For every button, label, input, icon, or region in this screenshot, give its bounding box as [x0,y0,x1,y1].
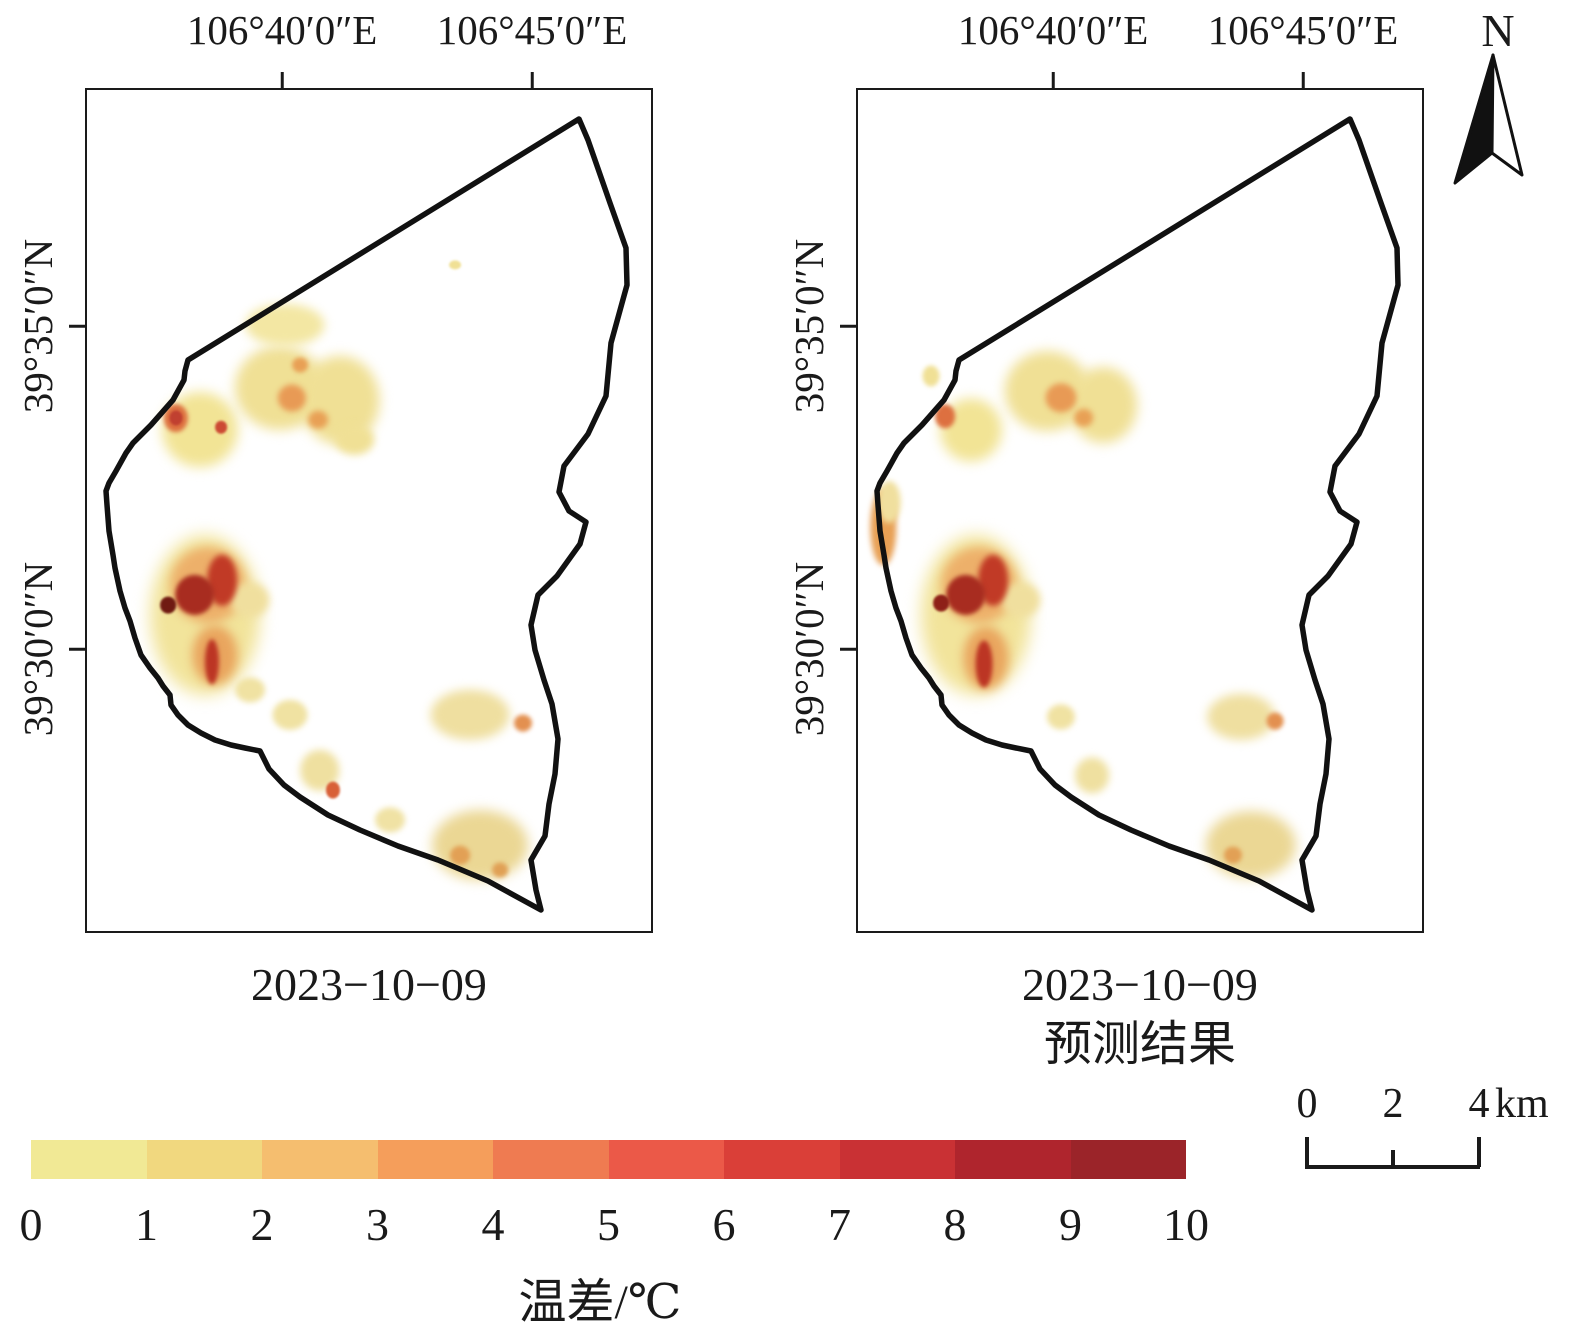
heat-blob [1069,367,1138,444]
heat-blob [174,574,215,615]
colorbar-segment [839,1140,955,1179]
heat-blob [292,357,309,373]
heat-blob-layer-observed [87,90,651,931]
map-frame-observed [85,88,653,933]
region-outline-predicted [874,116,1401,913]
heat-blob [935,404,956,429]
heat-blob [1073,408,1094,428]
heat-blob [430,689,510,741]
colorbar [31,1140,1186,1179]
latitude-label: 39°30′0″N [786,561,832,737]
latitude-tick [840,325,856,328]
heat-blob [432,810,529,881]
heat-blob-layer-predicted [858,90,1422,931]
panel-caption-line: 预测结果 [1043,1018,1236,1071]
panel-caption-line: 2023−10−09 [1022,959,1258,1010]
colorbar-segment [955,1140,1071,1179]
longitude-tick [280,72,284,88]
longitude-label: 106°40′0″E [957,7,1149,53]
colorbar-tick-label: 4 [481,1199,505,1250]
longitude-tick [1051,72,1055,88]
heat-blob [169,410,183,426]
colorbar-tick-label: 7 [828,1199,851,1250]
colorbar-segment [608,1140,724,1179]
scale-bar-tick-middle [1391,1150,1395,1167]
latitude-tick [69,647,85,651]
heat-blob [325,781,340,799]
colorbar-tick-label: 1 [135,1199,158,1250]
north-label: N [1481,5,1515,56]
colorbar-segment [262,1140,378,1179]
heat-blob [205,639,220,685]
heat-blob [1045,383,1077,413]
north-arrow-icon [1453,53,1524,185]
heat-blob [335,424,375,455]
longitude-label: 106°45′0″E [1207,7,1399,53]
scale-bar-baseline [1305,1165,1480,1169]
colorbar-tick-labels: 0 1 2 3 4 5 6 7 8 9 10 [20,1198,1210,1258]
colorbar-tick-label: 3 [366,1199,389,1250]
heat-blob [877,481,901,524]
heat-blob [1001,581,1041,618]
longitude-tick [530,72,534,88]
scale-bar-tick-start [1305,1137,1309,1167]
scale-bar-number: 4 [1468,1081,1490,1127]
longitude-tick [1301,72,1305,88]
colorbar-segment [146,1140,262,1179]
heat-blob [491,862,508,878]
colorbar-tick-label: 5 [597,1199,620,1250]
longitude-label: 106°40′0″E [186,7,378,53]
latitude-tick [69,325,85,328]
heat-blob [308,410,329,429]
colorbar-segment [724,1140,840,1179]
colorbar-tick-label: 9 [1059,1199,1082,1250]
heat-blob [513,714,532,732]
heat-blob [1266,712,1284,730]
heat-blob [1224,846,1243,864]
heat-blob [448,260,461,270]
map-panel-predicted: 106°40′0″E 106°45′0″E 39°35′0″N 39°30′0″N 20… [786,7,1424,1071]
latitude-tick [840,647,856,651]
heat-blob [975,640,993,688]
colorbar-segment [1070,1140,1186,1179]
colorbar-tick-label: 2 [250,1199,274,1250]
colorbar-tick-label: 0 [19,1199,43,1250]
colorbar-segment [31,1140,147,1179]
heat-blob [933,594,950,612]
colorbar-tick-label: 10 [1163,1199,1209,1250]
panel-caption-line: 2023−10−09 [251,959,487,1010]
heat-blob [160,596,177,614]
region-outline-observed [103,116,630,913]
heat-blob [277,384,306,412]
heat-blob [1046,703,1076,730]
heat-blob [945,574,986,615]
latitude-label: 39°35′0″N [786,239,832,414]
latitude-label: 39°30′0″N [15,561,61,737]
colorbar-tick-label: 8 [943,1199,967,1250]
map-panel-observed: 106°40′0″E 106°45′0″E 39°35′0″N 39°30′0″N 20… [15,7,653,1010]
heat-blob [374,807,405,833]
map-frame-predicted [856,88,1424,933]
scale-bar-number: 0 [1296,1081,1318,1127]
scale-bar-tick-end [1477,1137,1481,1167]
colorbar-tick-label: 6 [712,1199,736,1250]
latitude-label: 39°35′0″N [15,239,61,414]
scale-bar-number: 2 [1382,1081,1404,1127]
heat-blob [272,699,308,730]
heat-blob [230,581,270,618]
colorbar-segment [377,1140,493,1179]
colorbar-title: 温差/℃ [518,1276,682,1329]
longitude-label: 106°45′0″E [436,7,628,53]
heat-blob [922,365,940,387]
heat-blob [1075,757,1109,794]
scale-bar: 0 2 4 km [1290,1080,1550,1180]
colorbar-segment [493,1140,609,1179]
heat-blob [245,303,325,346]
heat-blob [1207,693,1275,740]
heat-blob [215,420,228,434]
scale-bar-unit: km [1495,1081,1549,1127]
heat-blob [235,677,265,703]
heat-blob [449,846,470,865]
